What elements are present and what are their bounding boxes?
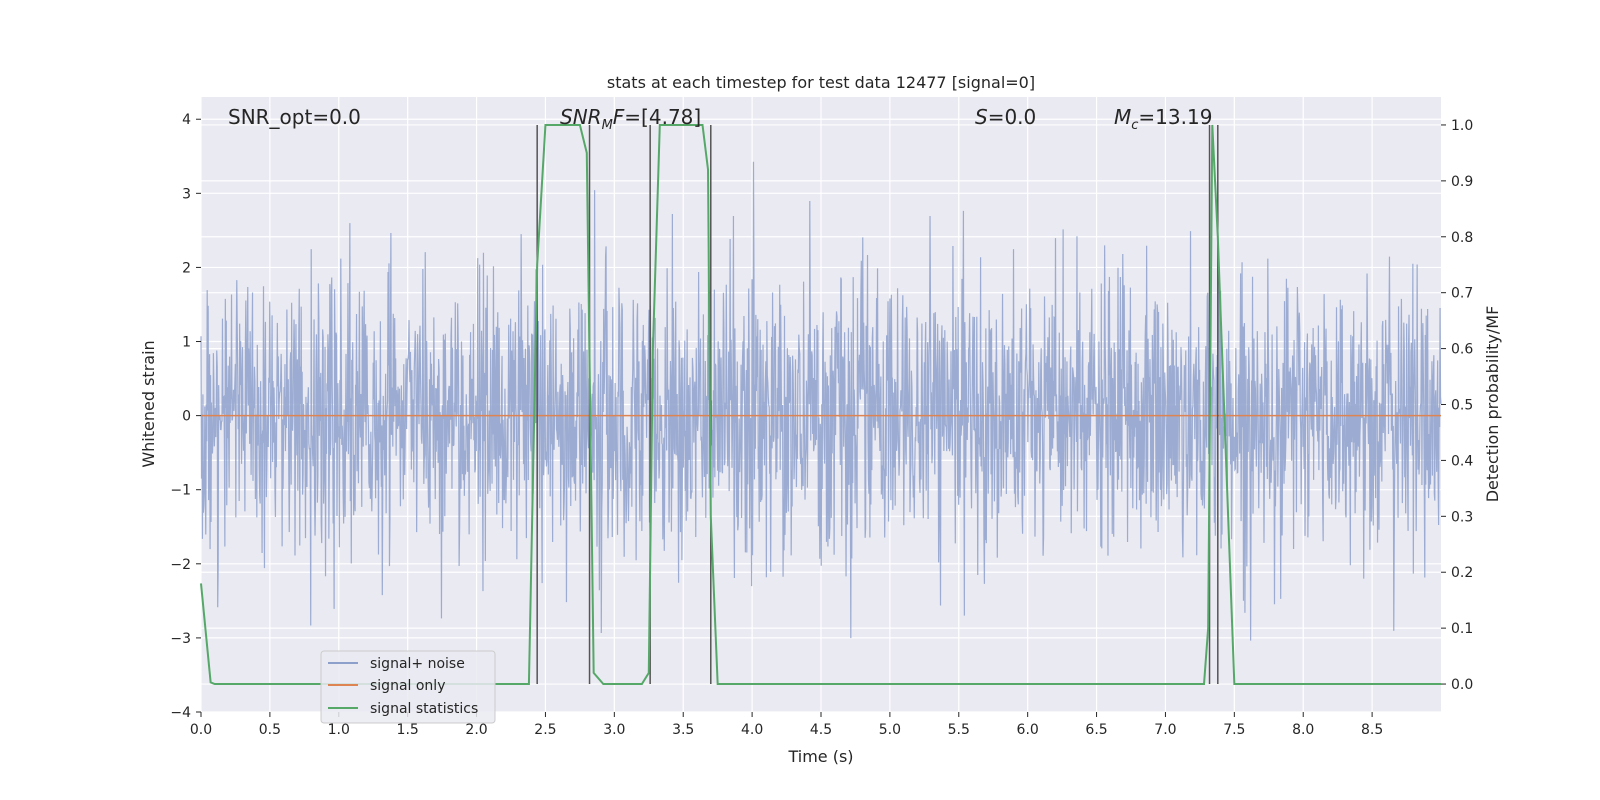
x-tick-label: 2.0 — [465, 722, 487, 738]
signal-statistics-line — [200, 123, 1441, 686]
x-tick-label: 4.5 — [810, 722, 832, 738]
legend-label-signal-only: signal only — [370, 678, 445, 694]
y-right-tick-label: 0.6 — [1451, 342, 1473, 358]
y-right-tick-label: 0.4 — [1451, 453, 1473, 469]
signal-noise-line — [200, 161, 1442, 641]
chart-title: stats at each timestep for test data 124… — [607, 73, 1035, 92]
y-right-tick-label: 0.8 — [1451, 230, 1473, 246]
y-left-tick-label: 1 — [182, 335, 191, 351]
x-tick-label: 4.0 — [741, 722, 763, 738]
legend: signal+ noise signal only signal statist… — [320, 650, 496, 724]
y-left-tick-label: −4 — [170, 705, 191, 721]
annotation-mc: Mc=13.19 — [1114, 105, 1212, 133]
series-signal-statistics — [200, 123, 1441, 686]
annotation-snr-opt: SNR_opt=0.0 — [228, 105, 361, 129]
series-signal-noise — [200, 161, 1442, 641]
x-tick-label: 7.5 — [1223, 722, 1245, 738]
y-right-tick-label: 0.3 — [1451, 509, 1473, 525]
y-right-tick-label: 0.0 — [1451, 677, 1473, 693]
y-right-tick-label: 0.2 — [1451, 565, 1473, 581]
x-tick-label: 0.0 — [190, 722, 212, 738]
x-tick-label: 7.0 — [1154, 722, 1176, 738]
y-left-tick-label: 2 — [182, 260, 191, 276]
annotation-s-stat: S=0.0 — [975, 105, 1036, 129]
y-axis-label-right: Detection probability/MF — [1483, 306, 1502, 503]
y-left-tick-label: 4 — [182, 112, 191, 128]
x-tick-label: 6.0 — [1017, 722, 1039, 738]
x-tick-label: 1.5 — [397, 722, 419, 738]
x-tick-label: 0.5 — [259, 722, 281, 738]
x-tick-label: 1.0 — [328, 722, 350, 738]
x-tick-label: 5.0 — [879, 722, 901, 738]
x-axis-label: Time (s) — [787, 747, 853, 766]
y-right-tick-label: 0.1 — [1451, 621, 1473, 637]
annotation-snr-mf: SNRMF=[4.78] — [560, 105, 701, 133]
y-right-tick-label: 0.9 — [1451, 174, 1473, 190]
x-tick-label: 5.5 — [948, 722, 970, 738]
x-tick-label: 8.5 — [1361, 722, 1383, 738]
y-left-tick-label: 3 — [182, 186, 191, 202]
y-left-tick-label: −1 — [170, 483, 191, 499]
legend-box — [320, 650, 496, 724]
y-right-tick-label: 0.7 — [1451, 286, 1473, 302]
x-tick-label: 3.5 — [672, 722, 694, 738]
legend-label-signal-statistics: signal statistics — [370, 701, 478, 717]
y-left-tick-label: −3 — [170, 631, 191, 647]
x-tick-label: 8.0 — [1292, 722, 1314, 738]
x-tick-label: 6.5 — [1085, 722, 1107, 738]
legend-label-signal-noise: signal+ noise — [370, 656, 465, 672]
x-tick-label: 3.0 — [603, 722, 625, 738]
y-left-tick-label: −2 — [170, 557, 191, 573]
axis-ticks: 0.0 0.5 1.0 1.5 2.0 2.5 3.0 3.5 4.0 4.5 5.0 5.5 6.0 6… — [170, 112, 1473, 738]
y-left-tick-label: 0 — [182, 409, 191, 425]
y-right-tick-label: 0.5 — [1451, 398, 1473, 414]
x-tick-label: 2.5 — [534, 722, 556, 738]
y-axis-label-left: Whitened strain — [139, 340, 158, 467]
y-right-tick-label: 1.0 — [1451, 118, 1473, 134]
